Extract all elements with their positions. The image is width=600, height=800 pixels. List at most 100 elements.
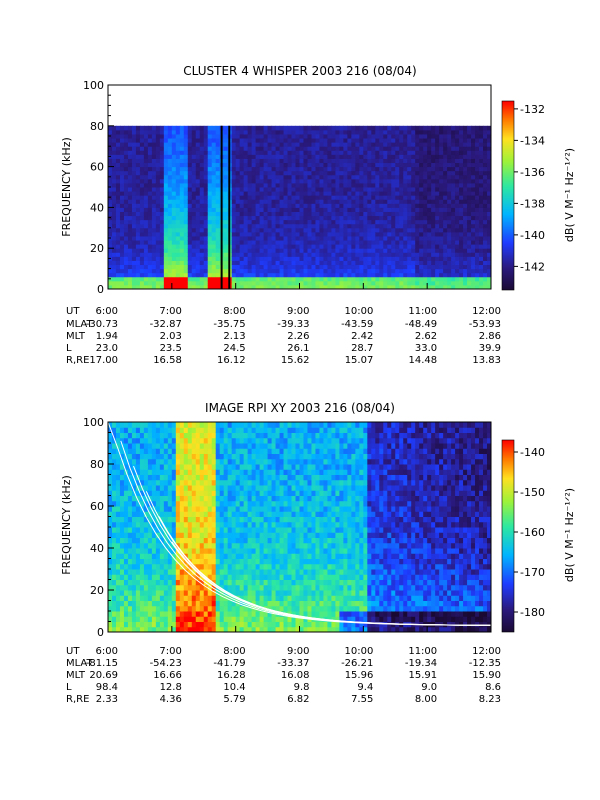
panel1-spectrogram-cell: [443, 158, 448, 164]
panel1-spectrogram-cell: [439, 244, 444, 249]
panel1-spectrogram-cell: [443, 219, 448, 225]
panel2-spectrogram-cell: [191, 590, 197, 596]
panel2-spectrogram-cell: [135, 558, 141, 565]
panel1-spectrogram-cell: [487, 235, 492, 241]
panel1-spectrogram-cell: [443, 199, 448, 204]
panel2-spectrogram-cell: [155, 474, 161, 481]
panel1-spectrogram-cell: [203, 235, 209, 241]
panel1-spectrogram-cell: [283, 272, 289, 278]
panel1-spectrogram-cell: [419, 174, 424, 180]
panel1-spectrogram-cell: [363, 231, 368, 237]
panel1-spectrogram-cell: [159, 231, 165, 237]
panel1-spectrogram-cell: [215, 240, 221, 245]
panel1-spectrogram-cell: [443, 178, 448, 184]
panel1-spectrogram-cell: [383, 227, 388, 233]
panel1-spectrogram-cell: [355, 215, 360, 221]
panel1-spectrogram-cell: [447, 191, 452, 196]
panel1-spectrogram-cell: [323, 178, 328, 184]
panel1-spectrogram-cell: [387, 162, 392, 168]
panel1-spectrogram-cell: [151, 211, 157, 217]
panel1-spectrogram-cell: [435, 268, 440, 274]
panel1-spectrogram-cell: [359, 174, 364, 180]
panel1-spectrogram-cell: [371, 138, 376, 143]
panel1-spectrogram-cell: [455, 219, 460, 225]
panel1-spectrogram-cell: [215, 150, 221, 155]
panel1-spectrogram-cell: [111, 170, 117, 176]
panel2-spectrogram-cell: [175, 626, 181, 633]
panel2-spectrogram-cell: [123, 506, 129, 512]
panel1-spectrogram-cell: [275, 207, 281, 212]
panel1-spectrogram-cell: [139, 191, 145, 196]
panel1-spectrogram-cell: [251, 264, 257, 270]
panel1-spectrogram-cell: [479, 162, 484, 168]
panel1-spectrogram-cell: [195, 158, 201, 164]
panel2-spectrogram-cell: [159, 558, 165, 565]
panel1-spectrogram-cell: [215, 264, 221, 270]
panel1-spectrogram-cell: [303, 227, 308, 233]
panel2-spectrogram-cell: [127, 500, 133, 507]
panel2-spectrogram-cell: [143, 563, 149, 570]
panel1-spectrogram-cell: [471, 211, 476, 217]
panel1-spectrogram-cell: [367, 178, 372, 184]
panel1-spectrogram-cell: [199, 162, 205, 168]
panel1-spectrogram-cell: [395, 133, 400, 139]
panel1-spectrogram-cell: [359, 240, 364, 245]
panel1-spectrogram-cell: [143, 142, 149, 147]
panel1-spectrogram-cell: [175, 223, 181, 229]
panel1-spectrogram-cell: [203, 240, 209, 245]
panel1-spectrogram-cell: [431, 260, 436, 266]
panel1-spectrogram-cell: [251, 276, 257, 282]
panel1-spectrogram-cell: [347, 231, 352, 237]
panel1-spectrogram-cell: [171, 248, 177, 253]
panel2-spectrogram-cell: [131, 422, 137, 428]
panel1-spectrogram-cell: [143, 170, 149, 176]
panel1-spectrogram-cell: [111, 178, 117, 184]
panel1-spectrogram-cell: [215, 142, 221, 147]
panel1-spectrogram-cell: [303, 150, 308, 155]
panel2-spectrogram-cell: [199, 558, 205, 565]
panel1-spectrogram-cell: [111, 142, 117, 147]
panel1-spectrogram-cell: [359, 227, 364, 233]
panel1-spectrogram-cell: [279, 227, 285, 233]
panel1-spectrogram-cell: [335, 276, 340, 282]
panel1-spectrogram-cell: [211, 146, 217, 151]
panel1-spectrogram-cell: [199, 182, 205, 188]
panel2-spectrogram-cell: [207, 432, 213, 439]
panel1-spectrogram-cell: [211, 215, 217, 221]
panel1-spectrogram-cell: [115, 166, 121, 172]
panel1-y-tick-label: 20: [90, 242, 104, 255]
panel1-spectrogram-cell: [271, 158, 277, 164]
panel1-spectrogram-cell: [231, 187, 237, 192]
panel2-spectrogram-cell: [191, 521, 197, 528]
panel1-spectrogram-cell: [147, 268, 153, 274]
panel1-spectrogram-cell: [259, 211, 265, 217]
panel1-spectrogram-cell: [423, 170, 428, 176]
panel1-spectrogram-cell: [447, 150, 452, 155]
panel1-spectrogram-cell: [327, 182, 332, 188]
panel1-spectrogram-cell: [183, 227, 189, 233]
panel1-spectrogram-cell: [191, 125, 197, 131]
panel1-spectrogram-cell: [399, 219, 404, 225]
panel1-spectrogram-cell: [403, 125, 408, 131]
panel1-spectrogram-cell: [451, 150, 456, 155]
panel2-spectrogram-cell: [167, 464, 173, 470]
panel2-spectrogram-cell: [115, 542, 121, 549]
panel2-spectrogram-cell: [151, 443, 157, 449]
panel1-spectrogram-cell: [431, 174, 436, 180]
panel1-spectrogram-cell: [427, 178, 432, 184]
panel1-spectrogram-cell: [135, 227, 141, 233]
panel1-spectrogram-cell: [359, 178, 364, 184]
panel1-spectrogram-cell: [335, 231, 340, 237]
panel1-spectrogram-cell: [203, 280, 209, 286]
panel1-spectrogram-cell: [315, 280, 320, 286]
panel2-spectrogram-cell: [199, 437, 205, 444]
panel2-spectrogram-cell: [143, 495, 149, 502]
panel1-spectrogram-cell: [235, 182, 241, 188]
panel1-spectrogram-cell: [108, 231, 113, 237]
panel1-spectrogram-cell: [139, 223, 145, 229]
panel1-spectrogram-cell: [391, 219, 396, 225]
panel1-spectrogram-cell: [403, 227, 408, 233]
panel1-spectrogram-cell: [331, 215, 336, 221]
panel2-spectrogram-cell: [175, 474, 181, 481]
panel1-spectrogram-cell: [383, 191, 388, 196]
